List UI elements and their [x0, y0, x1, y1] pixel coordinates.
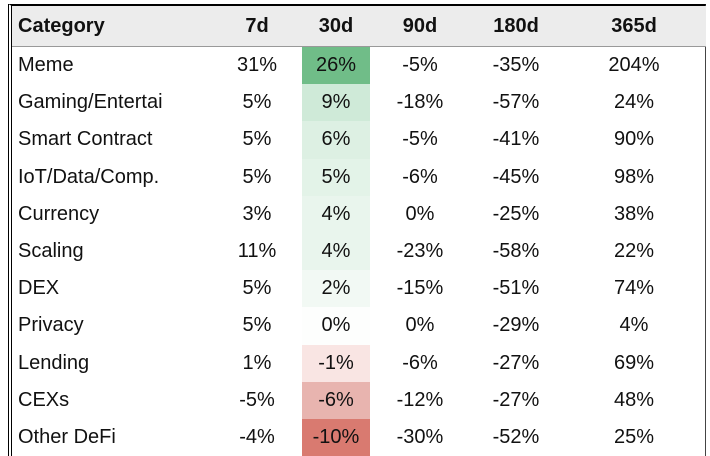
value-cell: -4%: [239, 425, 275, 448]
value-cell: 0%: [302, 307, 370, 345]
value-cell: -35%: [492, 54, 540, 77]
value-cell: -1%: [302, 344, 370, 382]
category-cell: Smart Contract: [18, 128, 153, 151]
value-cell: -5%: [239, 388, 275, 411]
value-cell: -5%: [402, 54, 438, 77]
value-cell: 5%: [242, 277, 272, 300]
value-cell: -57%: [492, 91, 540, 114]
category-cell: IoT/Data/Comp.: [18, 165, 160, 188]
value-cell: 1%: [242, 351, 272, 374]
table-row: CEXs -5% -6% -12% -27% 48%: [12, 381, 706, 419]
table-row: Other DeFi -4% -10% -30% -52% 25%: [12, 418, 706, 456]
header-cell: 7d: [212, 6, 302, 47]
table-body: Meme 31% 26% -5% -35% 204% Gaming/Entertai 5% 9%…: [12, 46, 706, 456]
value-cell: -6%: [302, 381, 370, 419]
table-row: DEX 5% 2% -15% -51% 74%: [12, 270, 706, 308]
value-cell: 9%: [302, 84, 370, 122]
value-cell: -52%: [492, 425, 540, 448]
value-cell: 0%: [405, 202, 435, 225]
value-cell: -15%: [396, 277, 444, 300]
value-cell: 38%: [613, 202, 655, 225]
category-cell: Privacy: [18, 314, 84, 337]
value-cell: 31%: [236, 54, 278, 77]
value-cell: -27%: [492, 388, 540, 411]
value-cell: -23%: [396, 240, 444, 263]
category-cell: Scaling: [18, 240, 84, 263]
value-cell: 6%: [302, 121, 370, 159]
header-row: Category 7d 30d 90d 180d 365d: [12, 6, 706, 47]
value-cell: 48%: [613, 388, 655, 411]
value-cell: -58%: [492, 240, 540, 263]
category-cell: Lending: [18, 351, 90, 374]
header-cell: 90d: [370, 6, 470, 47]
value-cell: 74%: [613, 277, 655, 300]
header-cell: 180d: [470, 6, 562, 47]
value-cell: -51%: [492, 277, 540, 300]
category-cell: Other DeFi: [18, 425, 116, 448]
value-cell: 4%: [302, 195, 370, 233]
value-cell: 5%: [242, 128, 272, 151]
table-row: Meme 31% 26% -5% -35% 204%: [12, 46, 706, 85]
value-cell: 98%: [613, 165, 655, 188]
value-cell: -25%: [492, 202, 540, 225]
value-cell: -5%: [402, 128, 438, 151]
value-cell: -29%: [492, 314, 540, 337]
category-cell: Meme: [18, 54, 74, 77]
value-cell: -41%: [492, 128, 540, 151]
table-row: Lending 1% -1% -6% -27% 69%: [12, 344, 706, 382]
value-cell: 4%: [619, 314, 649, 337]
value-cell: -12%: [396, 388, 444, 411]
category-cell: CEXs: [18, 388, 70, 411]
performance-table: Category 7d 30d 90d 180d 365d Meme 31% 26% -5% -3…: [12, 6, 706, 456]
value-cell: 26%: [302, 46, 370, 85]
value-cell: -10%: [302, 418, 370, 456]
category-cell: Currency: [18, 202, 100, 225]
value-cell: 3%: [242, 202, 272, 225]
table-row: IoT/Data/Comp. 5% 5% -6% -45% 98%: [12, 158, 706, 196]
table-row: Gaming/Entertai 5% 9% -18% -57% 24%: [12, 84, 706, 122]
value-cell: 11%: [237, 240, 277, 263]
table-row: Smart Contract 5% 6% -5% -41% 90%: [12, 121, 706, 159]
value-cell: 0%: [405, 314, 435, 337]
table-row: Scaling 11% 4% -23% -58% 22%: [12, 232, 706, 271]
value-cell: -45%: [492, 165, 540, 188]
header-cell: Category: [12, 6, 212, 47]
value-cell: 5%: [302, 158, 370, 196]
value-cell: -18%: [396, 91, 444, 114]
value-cell: 4%: [302, 232, 370, 271]
table-frame: Category 7d 30d 90d 180d 365d Meme 31% 26% -5% -3…: [8, 4, 706, 456]
value-cell: 69%: [613, 351, 655, 374]
value-cell: 24%: [613, 91, 655, 114]
value-cell: -30%: [396, 425, 444, 448]
table-row: Privacy 5% 0% 0% -29% 4%: [12, 307, 706, 345]
value-cell: 5%: [242, 165, 272, 188]
value-cell: -27%: [492, 351, 540, 374]
value-cell: 25%: [613, 425, 655, 448]
value-cell: 22%: [613, 240, 655, 263]
value-cell: 5%: [242, 314, 272, 337]
table-row: Currency 3% 4% 0% -25% 38%: [12, 195, 706, 233]
category-cell: DEX: [18, 277, 60, 300]
value-cell: 90%: [613, 128, 655, 151]
category-cell: Gaming/Entertai: [18, 91, 163, 114]
value-cell: 5%: [242, 91, 272, 114]
value-cell: -6%: [402, 165, 438, 188]
header-cell: 365d: [562, 6, 706, 47]
value-cell: 2%: [302, 270, 370, 308]
value-cell: -6%: [402, 351, 438, 374]
value-cell: 204%: [608, 54, 660, 77]
header-cell: 30d: [302, 6, 370, 47]
